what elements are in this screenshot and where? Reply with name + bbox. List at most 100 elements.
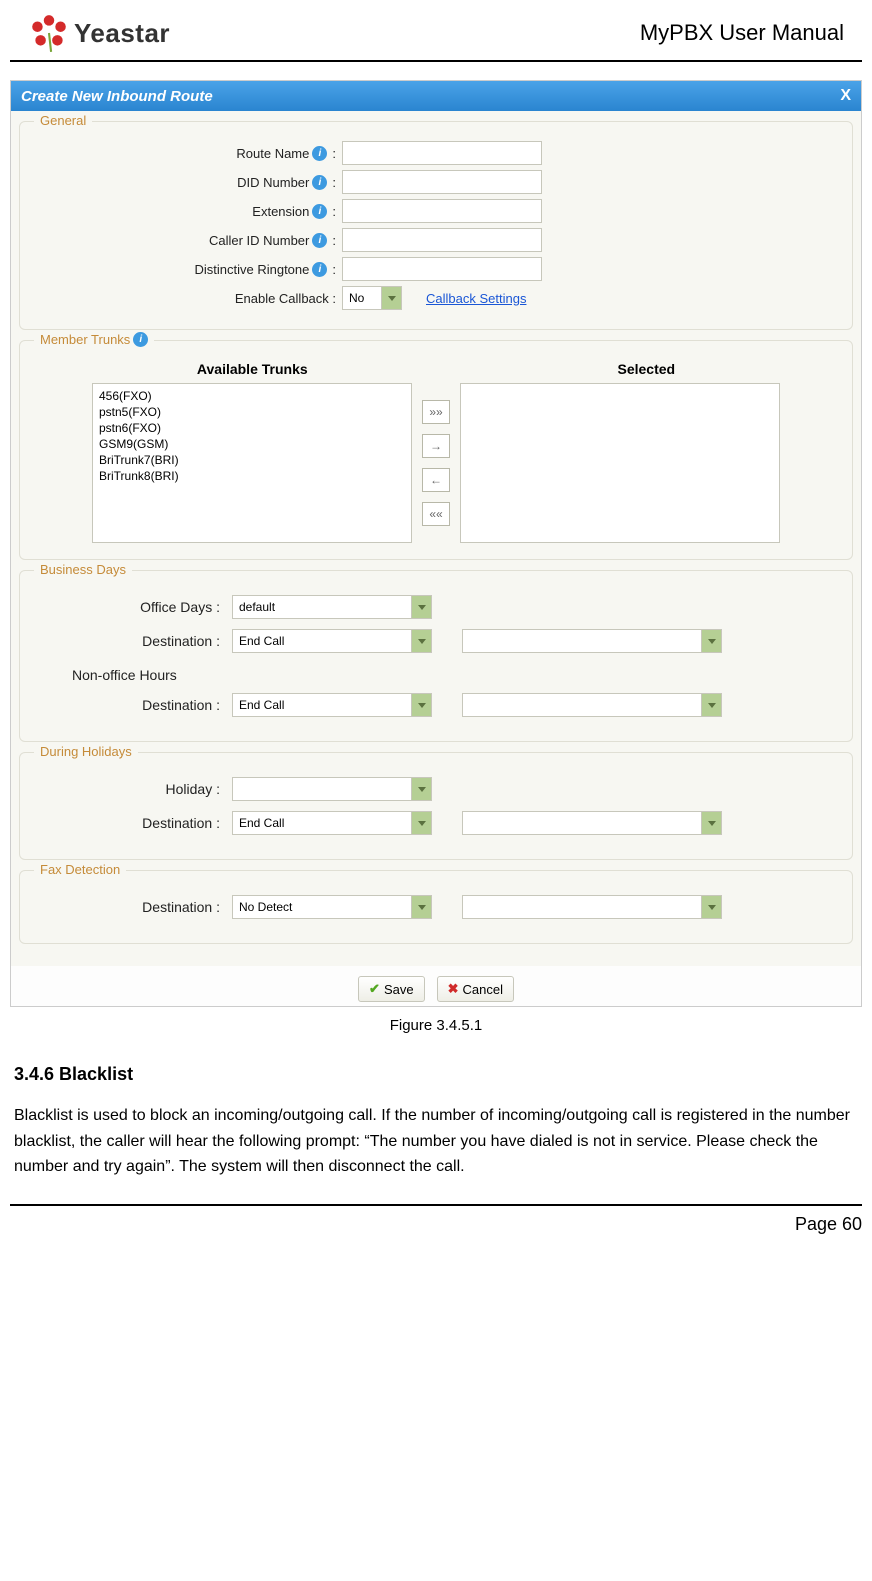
dialog-body: General Route Name i : DID Number i : xyxy=(11,111,861,966)
fieldset-fax: Fax Detection Destination : No Detect xyxy=(19,870,853,944)
ringtone-label: Distinctive Ringtone xyxy=(194,262,309,277)
selected-trunks-list[interactable] xyxy=(460,383,780,543)
list-item[interactable]: pstn6(FXO) xyxy=(97,420,407,436)
business-destination-select[interactable]: End Call xyxy=(232,629,432,653)
chevron-down-icon xyxy=(411,596,431,618)
check-icon: ✔ xyxy=(369,981,380,997)
list-item[interactable]: BriTrunk8(BRI) xyxy=(97,468,407,484)
nonoffice-destination-secondary-select[interactable] xyxy=(462,693,722,717)
did-number-input[interactable] xyxy=(342,170,542,194)
fieldset-trunks: Member Trunks i Available Trunks Selecte… xyxy=(19,340,853,560)
legend-trunks-text: Member Trunks xyxy=(40,332,130,347)
move-all-right-button[interactable]: »» xyxy=(422,400,450,424)
holiday-destination-value: End Call xyxy=(239,816,284,830)
extension-input[interactable] xyxy=(342,199,542,223)
move-all-left-button[interactable]: «« xyxy=(422,502,450,526)
caller-id-label: Caller ID Number xyxy=(209,233,309,248)
enable-callback-value: No xyxy=(349,291,364,305)
fieldset-business-days: Business Days Office Days : default Dest… xyxy=(19,570,853,742)
info-icon[interactable]: i xyxy=(312,175,327,190)
holiday-destination-label: Destination : xyxy=(32,815,232,831)
move-left-button[interactable]: ← xyxy=(422,468,450,492)
dialog-button-row: ✔ Save ✖ Cancel xyxy=(11,966,861,1006)
dialog-title-text: Create New Inbound Route xyxy=(21,88,213,105)
holiday-destination-select[interactable]: End Call xyxy=(232,811,432,835)
business-destination-secondary-select[interactable] xyxy=(462,629,722,653)
chevron-down-icon xyxy=(381,287,401,309)
fieldset-general: General Route Name i : DID Number i : xyxy=(19,121,853,330)
holiday-select[interactable] xyxy=(232,777,432,801)
selected-trunks-header: Selected xyxy=(617,361,675,377)
ringtone-input[interactable] xyxy=(342,257,542,281)
enable-callback-select[interactable]: No xyxy=(342,286,402,310)
fieldset-holidays: During Holidays Holiday : Destination : … xyxy=(19,752,853,860)
section-heading: 3.4.6 Blacklist xyxy=(14,1064,858,1085)
legend-fax: Fax Detection xyxy=(34,862,126,877)
info-icon[interactable]: i xyxy=(312,262,327,277)
info-icon[interactable]: i xyxy=(133,332,148,347)
page-header: Yeastar MyPBX User Manual xyxy=(10,0,862,62)
dialog-titlebar: Create New Inbound Route X xyxy=(11,81,861,111)
chevron-down-icon xyxy=(411,630,431,652)
page-number: Page 60 xyxy=(795,1214,862,1234)
chevron-down-icon xyxy=(411,694,431,716)
callback-settings-link[interactable]: Callback Settings xyxy=(426,291,526,306)
available-trunks-list[interactable]: 456(FXO)pstn5(FXO)pstn6(FXO)GSM9(GSM)Bri… xyxy=(92,383,412,543)
extension-label: Extension xyxy=(252,204,309,219)
chevron-down-icon xyxy=(701,630,721,652)
nonoffice-destination-value: End Call xyxy=(239,698,284,712)
chevron-down-icon xyxy=(411,812,431,834)
list-item[interactable]: GSM9(GSM) xyxy=(97,436,407,452)
dialog: Create New Inbound Route X General Route… xyxy=(10,80,862,1007)
colon: : xyxy=(332,175,336,190)
document-title: MyPBX User Manual xyxy=(640,20,844,46)
chevron-down-icon xyxy=(411,778,431,800)
logo-flower-icon xyxy=(28,12,70,54)
chevron-down-icon xyxy=(701,694,721,716)
legend-holidays-text: During Holidays xyxy=(40,744,132,759)
colon: : xyxy=(332,204,336,219)
available-trunks-header: Available Trunks xyxy=(197,361,308,377)
list-item[interactable]: pstn5(FXO) xyxy=(97,404,407,420)
holiday-label: Holiday : xyxy=(32,781,232,797)
info-icon[interactable]: i xyxy=(312,146,327,161)
nonoffice-destination-select[interactable]: End Call xyxy=(232,693,432,717)
info-icon[interactable]: i xyxy=(312,204,327,219)
fax-destination-value: No Detect xyxy=(239,900,292,914)
caller-id-input[interactable] xyxy=(342,228,542,252)
logo: Yeastar xyxy=(28,12,170,54)
did-number-label: DID Number xyxy=(237,175,309,190)
fax-destination-secondary-select[interactable] xyxy=(462,895,722,919)
chevron-down-icon xyxy=(411,896,431,918)
save-button[interactable]: ✔ Save xyxy=(358,976,425,1002)
info-icon[interactable]: i xyxy=(312,233,327,248)
legend-holidays: During Holidays xyxy=(34,744,138,759)
list-item[interactable]: 456(FXO) xyxy=(97,388,407,404)
colon: : xyxy=(332,262,336,277)
legend-general-text: General xyxy=(40,113,86,128)
office-days-label: Office Days : xyxy=(32,599,232,615)
legend-trunks: Member Trunks i xyxy=(34,332,154,347)
legend-fax-text: Fax Detection xyxy=(40,862,120,877)
legend-general: General xyxy=(34,113,92,128)
chevron-down-icon xyxy=(701,812,721,834)
chevron-down-icon xyxy=(701,896,721,918)
office-days-select[interactable]: default xyxy=(232,595,432,619)
destination-label: Destination : xyxy=(32,633,232,649)
route-name-input[interactable] xyxy=(342,141,542,165)
fax-destination-select[interactable]: No Detect xyxy=(232,895,432,919)
close-icon[interactable]: X xyxy=(840,87,851,105)
holiday-destination-secondary-select[interactable] xyxy=(462,811,722,835)
cancel-button-label: Cancel xyxy=(462,982,502,997)
business-destination-value: End Call xyxy=(239,634,284,648)
x-icon: ✖ xyxy=(448,981,459,997)
enable-callback-label: Enable Callback : xyxy=(235,291,336,306)
list-item[interactable]: BriTrunk7(BRI) xyxy=(97,452,407,468)
cancel-button[interactable]: ✖ Cancel xyxy=(437,976,514,1002)
colon: : xyxy=(332,233,336,248)
figure-caption: Figure 3.4.5.1 xyxy=(0,1017,872,1034)
move-right-button[interactable]: → xyxy=(422,434,450,458)
page-footer: Page 60 xyxy=(10,1204,862,1235)
fax-destination-label: Destination : xyxy=(32,899,232,915)
legend-business-days: Business Days xyxy=(34,562,132,577)
